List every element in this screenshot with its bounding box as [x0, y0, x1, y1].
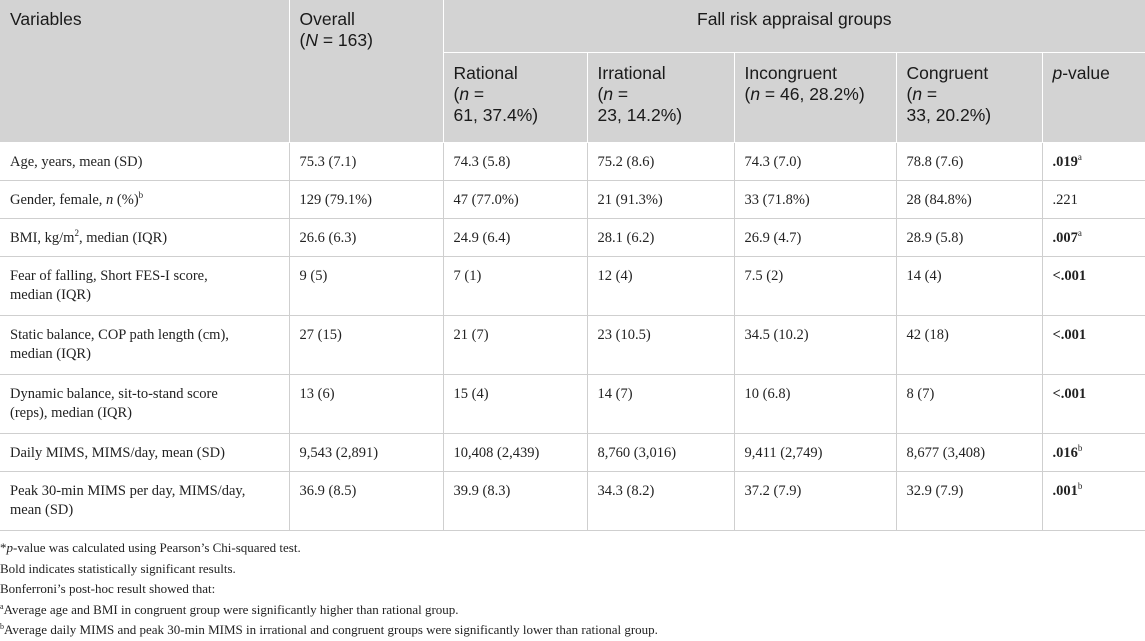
cell-variable: Peak 30-min MIMS per day, MIMS/day, mean …: [0, 471, 290, 531]
header-incongruent: Incongruent (n = 46, 28.2%): [734, 52, 897, 143]
cell-overall: 9 (5): [289, 256, 444, 316]
cell-variable: Fear of falling, Short FES-I score, media…: [0, 256, 290, 316]
table-row-bmi: BMI, kg/m2, median (IQR) 26.6 (6.3) 24.9…: [0, 218, 1145, 257]
cell-irrational: 12 (4): [587, 256, 735, 316]
cell-irrational: 14 (7): [587, 374, 735, 434]
cell-variable: Dynamic balance, sit-to-stand score (reps…: [0, 374, 290, 434]
cell-overall: 13 (6): [289, 374, 444, 434]
table-row-peak-mims: Peak 30-min MIMS per day, MIMS/day, mean …: [0, 471, 1145, 531]
header-congruent: Congruent (n = 33, 20.2%): [896, 52, 1043, 143]
cell-incongruent: 26.9 (4.7): [734, 218, 897, 257]
cell-irrational: 8,760 (3,016): [587, 433, 735, 472]
cell-incongruent: 37.2 (7.9): [734, 471, 897, 531]
cell-pvalue: <.001: [1042, 315, 1145, 375]
cell-overall: 75.3 (7.1): [289, 142, 444, 181]
cell-congruent: 28.9 (5.8): [896, 218, 1043, 257]
cell-incongruent: 33 (71.8%): [734, 180, 897, 219]
cell-rational: 74.3 (5.8): [443, 142, 588, 181]
table-row-gender: Gender, female, n (%)b 129 (79.1%) 47 (7…: [0, 180, 1145, 219]
cell-pvalue: .016b: [1042, 433, 1145, 472]
cell-irrational: 21 (91.3%): [587, 180, 735, 219]
cell-rational: 47 (77.0%): [443, 180, 588, 219]
footnote-bold: Bold indicates statistically significant…: [0, 560, 236, 576]
cell-rational: 24.9 (6.4): [443, 218, 588, 257]
cell-congruent: 14 (4): [896, 256, 1043, 316]
cell-rational: 7 (1): [443, 256, 588, 316]
cell-variable: BMI, kg/m2, median (IQR): [0, 218, 290, 257]
cell-incongruent: 10 (6.8): [734, 374, 897, 434]
cell-variable: Daily MIMS, MIMS/day, mean (SD): [0, 433, 290, 472]
cell-pvalue: .001b: [1042, 471, 1145, 531]
table-row-dynamic-balance: Dynamic balance, sit-to-stand score (reps…: [0, 374, 1145, 434]
header-pvalue: p-value: [1042, 52, 1145, 143]
header-rational: Rational (n = 61, 37.4%): [443, 52, 588, 143]
table-row-age: Age, years, mean (SD) 75.3 (7.1) 74.3 (5…: [0, 142, 1145, 181]
footnote-b: bAverage daily MIMS and peak 30-min MIMS…: [0, 622, 658, 637]
header-group-title: Fall risk appraisal groups: [443, 0, 1145, 53]
cell-incongruent: 7.5 (2): [734, 256, 897, 316]
cell-congruent: 32.9 (7.9): [896, 471, 1043, 531]
footnote-chi-squared: *p-value was calculated using Pearson’s …: [0, 540, 301, 555]
results-table: Variables Overall (N = 163) Fall risk app…: [0, 0, 1145, 531]
table-body: Age, years, mean (SD) 75.3 (7.1) 74.3 (5…: [0, 142, 1145, 531]
cell-variable: Gender, female, n (%)b: [0, 180, 290, 219]
cell-pvalue: .019a: [1042, 142, 1145, 181]
cell-incongruent: 74.3 (7.0): [734, 142, 897, 181]
table-row-static-balance: Static balance, COP path length (cm), med…: [0, 315, 1145, 375]
cell-irrational: 34.3 (8.2): [587, 471, 735, 531]
header-variables: Variables: [0, 0, 290, 143]
cell-pvalue: .007a: [1042, 218, 1145, 257]
table-row-fear-of-falling: Fear of falling, Short FES-I score, media…: [0, 256, 1145, 316]
cell-congruent: 8,677 (3,408): [896, 433, 1043, 472]
cell-incongruent: 34.5 (10.2): [734, 315, 897, 375]
cell-overall: 36.9 (8.5): [289, 471, 444, 531]
cell-rational: 15 (4): [443, 374, 588, 434]
table-row-daily-mims: Daily MIMS, MIMS/day, mean (SD) 9,543 (2…: [0, 433, 1145, 472]
cell-pvalue: .221: [1042, 180, 1145, 219]
cell-congruent: 8 (7): [896, 374, 1043, 434]
cell-rational: 39.9 (8.3): [443, 471, 588, 531]
footnote-bonferroni: Bonferroni’s post-hoc result showed that…: [0, 581, 216, 596]
cell-irrational: 75.2 (8.6): [587, 142, 735, 181]
table-footnotes: *p-value was calculated using Pearson’s …: [0, 538, 1145, 641]
cell-rational: 10,408 (2,439): [443, 433, 588, 472]
table-header: Variables Overall (N = 163) Fall risk app…: [0, 0, 1145, 143]
cell-overall: 26.6 (6.3): [289, 218, 444, 257]
cell-overall: 27 (15): [289, 315, 444, 375]
cell-congruent: 28 (84.8%): [896, 180, 1043, 219]
header-irrational: Irrational (n = 23, 14.2%): [587, 52, 735, 143]
cell-variable: Age, years, mean (SD): [0, 142, 290, 181]
cell-overall: 129 (79.1%): [289, 180, 444, 219]
cell-pvalue: <.001: [1042, 256, 1145, 316]
cell-irrational: 28.1 (6.2): [587, 218, 735, 257]
cell-incongruent: 9,411 (2,749): [734, 433, 897, 472]
cell-congruent: 42 (18): [896, 315, 1043, 375]
cell-variable: Static balance, COP path length (cm), med…: [0, 315, 290, 375]
header-overall: Overall (N = 163): [289, 0, 444, 143]
cell-irrational: 23 (10.5): [587, 315, 735, 375]
cell-pvalue: <.001: [1042, 374, 1145, 434]
cell-rational: 21 (7): [443, 315, 588, 375]
cell-overall: 9,543 (2,891): [289, 433, 444, 472]
footnote-a: aAverage age and BMI in congruent group …: [0, 601, 459, 617]
cell-congruent: 78.8 (7.6): [896, 142, 1043, 181]
